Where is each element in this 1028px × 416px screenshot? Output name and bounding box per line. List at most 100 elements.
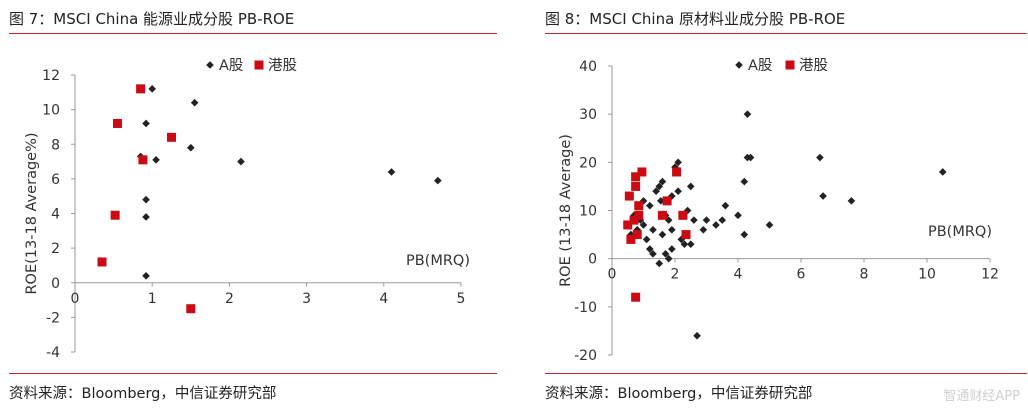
data-point-hk	[97, 257, 107, 267]
data-point-hk	[631, 172, 641, 182]
x-tick-label: 0	[608, 267, 617, 283]
legend-label: 港股	[268, 57, 297, 74]
data-point-a-share	[649, 225, 657, 234]
chart-panel-fig8: 图 8：MSCI China 原材料业成分股 PB-ROE 0 2 4 6 8 10 12 -…	[536, 0, 1028, 416]
data-point-hk	[112, 118, 122, 128]
data-point-a-share	[434, 176, 442, 185]
data-point-hk	[631, 181, 641, 191]
data-point-a-share	[702, 216, 711, 224]
data-point-hk	[678, 210, 688, 220]
x-tick-label: 10	[918, 267, 936, 283]
x-tick-label: 4	[734, 267, 743, 283]
legend-label: A股	[219, 58, 243, 74]
legend-marker-diamond	[735, 61, 743, 69]
chart-panel-fig7: 图 7：MSCI China 能源业成分股 PB-ROE 0 1 2 3 4 5 -4 -2 0…	[0, 0, 506, 416]
data-point-hk	[657, 210, 667, 220]
data-point-a-share	[816, 153, 824, 162]
data-point-a-share	[237, 157, 245, 166]
source-rule	[9, 373, 497, 374]
data-point-hk	[626, 234, 636, 244]
data-point-a-share	[661, 250, 670, 258]
x-tick-label: 6	[797, 267, 806, 283]
data-point-hk	[681, 230, 691, 240]
data-point-a-share	[674, 158, 682, 167]
data-point-a-share	[646, 245, 654, 253]
x-tick-label: 2	[671, 267, 680, 283]
data-point-hk	[672, 167, 682, 177]
data-point-a-share	[658, 230, 667, 239]
data-point-a-share	[649, 250, 657, 258]
data-point-a-share	[627, 230, 635, 239]
legend-marker-diamond	[206, 61, 214, 69]
y-axis-label: ROE (13-18 Average)	[558, 134, 574, 287]
data-point-hk	[631, 292, 641, 302]
data-point-hk	[662, 196, 672, 206]
y-tick-label: -10	[574, 300, 597, 316]
data-point-a-share	[765, 221, 774, 229]
data-point-a-share	[680, 240, 689, 249]
legend-marker-square	[254, 60, 264, 70]
data-point-a-share	[718, 216, 727, 224]
data-point-a-share	[668, 225, 676, 234]
scatter-chart-materials: 0 2 4 6 8 10 12 -20 -10 0 10 20 30 40 PB(MRQ) ROE (13-1…	[558, 57, 999, 364]
data-point-hk	[632, 230, 642, 240]
y-tick-label: 10	[42, 103, 60, 119]
y-tick-label: 2	[51, 241, 60, 257]
data-point-a-share	[152, 156, 160, 164]
x-tick-label: 12	[981, 267, 999, 283]
data-point-hk	[624, 191, 634, 201]
data-point-a-share	[721, 201, 730, 210]
data-point-a-share	[938, 168, 947, 176]
data-point-a-share	[664, 254, 673, 263]
x-tick-label: 5	[457, 291, 466, 307]
data-point-a-share	[740, 177, 749, 186]
data-point-hk	[186, 304, 196, 314]
y-tick-label: 10	[579, 204, 597, 220]
data-point-a-share	[148, 85, 156, 93]
data-point-hk	[623, 220, 633, 230]
data-point-hk	[138, 155, 148, 165]
x-tick-label: 0	[71, 291, 80, 307]
data-point-hk	[136, 84, 146, 94]
data-point-a-share	[847, 197, 856, 205]
data-point-a-share	[190, 98, 199, 107]
data-point-a-share	[668, 192, 676, 200]
title-rule	[545, 33, 1027, 34]
legend-label: 港股	[799, 57, 828, 74]
chart-title: 图 7：MSCI China 能源业成分股 PB-ROE	[9, 10, 295, 28]
data-point-a-share	[668, 245, 676, 253]
x-tick-label: 2	[225, 291, 234, 307]
data-point-a-share	[740, 230, 749, 239]
y-tick-label: -4	[46, 345, 60, 361]
x-axis-label: PB(MRQ)	[406, 253, 470, 269]
y-tick-label: 12	[42, 68, 60, 84]
source-note: 资料来源：Bloomberg，中信证券研究部	[545, 386, 813, 402]
data-point-a-share	[642, 235, 651, 244]
data-point-a-share	[746, 153, 755, 162]
x-tick-label: 3	[302, 291, 311, 307]
x-axis-label: PB(MRQ)	[928, 224, 992, 240]
chart-title: 图 8：MSCI China 原材料业成分股 PB-ROE	[545, 10, 846, 28]
data-point-a-share	[674, 187, 682, 196]
data-point-a-share	[142, 119, 150, 128]
y-tick-label: 6	[51, 172, 60, 188]
data-point-a-share	[387, 168, 396, 176]
y-tick-label: 20	[579, 155, 597, 171]
data-point-a-share	[690, 216, 698, 224]
source-note: 资料来源：Bloomberg，中信证券研究部	[9, 386, 277, 402]
legend-label: A股	[748, 58, 772, 74]
y-tick-label: 4	[51, 207, 60, 223]
data-point-a-share	[646, 201, 654, 210]
y-tick-label: 30	[579, 107, 597, 123]
data-point-a-share	[743, 110, 752, 118]
data-point-hk	[637, 167, 647, 177]
x-tick-label: 8	[860, 267, 869, 283]
data-point-a-share	[819, 192, 827, 200]
data-point-a-share	[658, 177, 667, 186]
data-point-a-share	[734, 211, 742, 220]
y-tick-label: -2	[46, 310, 60, 326]
y-tick-label: 8	[51, 137, 60, 153]
data-point-a-share	[686, 182, 695, 191]
data-point-hk	[634, 201, 644, 211]
watermark: 智通财经APP	[943, 389, 1020, 404]
